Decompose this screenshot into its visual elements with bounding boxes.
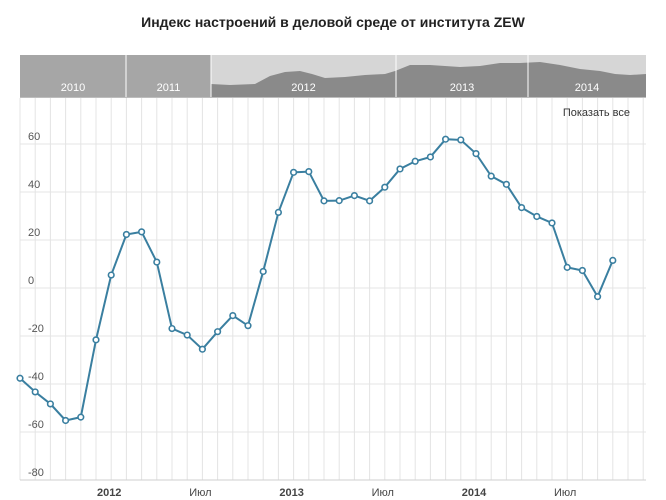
data-point[interactable] bbox=[31, 388, 39, 396]
data-point[interactable] bbox=[61, 416, 70, 425]
navigator[interactable]: 2010 2011 2012 2013 2014 bbox=[20, 55, 646, 98]
y-tick-label: -20 bbox=[28, 323, 44, 335]
data-point[interactable] bbox=[122, 230, 130, 239]
x-tick-label: 2012 bbox=[97, 487, 121, 499]
y-tick-label: 60 bbox=[28, 131, 40, 143]
data-point[interactable] bbox=[350, 192, 359, 200]
navigator-year-label[interactable]: 2012 bbox=[291, 82, 315, 94]
data-point[interactable] bbox=[502, 180, 511, 188]
data-point[interactable] bbox=[305, 168, 313, 176]
data-point[interactable] bbox=[411, 157, 419, 165]
data-point[interactable] bbox=[77, 413, 85, 421]
x-tick-label: 2014 bbox=[462, 487, 487, 499]
data-point[interactable] bbox=[593, 293, 602, 301]
data-point[interactable] bbox=[578, 266, 587, 275]
grid-lines bbox=[19, 98, 646, 481]
data-point[interactable] bbox=[183, 331, 191, 339]
show-all-button[interactable]: Показать все bbox=[563, 107, 630, 119]
data-point[interactable] bbox=[168, 324, 176, 333]
data-point[interactable] bbox=[533, 212, 541, 221]
navigator-year-label[interactable]: 2013 bbox=[450, 82, 474, 94]
x-tick-label: Июл bbox=[372, 487, 394, 499]
x-axis: 2012 Июл 2013 Июл 2014 Июл bbox=[97, 487, 576, 499]
data-point[interactable] bbox=[92, 336, 100, 344]
series-line bbox=[16, 135, 617, 425]
y-tick-label: -80 bbox=[28, 467, 44, 479]
navigator-year-label[interactable]: 2010 bbox=[61, 82, 85, 94]
data-point[interactable] bbox=[487, 172, 495, 180]
y-tick-label: -60 bbox=[28, 419, 44, 431]
data-point[interactable] bbox=[198, 345, 206, 353]
data-point[interactable] bbox=[214, 328, 222, 336]
data-point[interactable] bbox=[46, 400, 55, 408]
data-point[interactable] bbox=[335, 197, 343, 205]
navigator-year-label[interactable]: 2011 bbox=[157, 82, 181, 94]
x-tick-label: Июл bbox=[554, 487, 576, 499]
data-point[interactable] bbox=[229, 312, 237, 320]
data-point[interactable] bbox=[366, 197, 374, 205]
data-point[interactable] bbox=[290, 168, 298, 176]
data-point[interactable] bbox=[274, 208, 283, 216]
data-point[interactable] bbox=[442, 135, 450, 143]
data-point[interactable] bbox=[320, 197, 328, 205]
y-tick-label: 40 bbox=[28, 179, 40, 191]
x-tick-label: 2013 bbox=[279, 487, 303, 499]
navigator-area bbox=[211, 62, 646, 97]
data-point[interactable] bbox=[244, 322, 252, 330]
data-point[interactable] bbox=[517, 204, 526, 212]
y-tick-label: 20 bbox=[28, 227, 40, 239]
data-point[interactable] bbox=[396, 165, 404, 173]
data-point[interactable] bbox=[472, 150, 480, 158]
data-point[interactable] bbox=[381, 183, 389, 191]
data-point[interactable] bbox=[609, 256, 617, 265]
x-tick-label: Июл bbox=[189, 487, 211, 499]
data-point[interactable] bbox=[16, 374, 24, 382]
y-tick-label: -40 bbox=[28, 371, 44, 383]
data-point[interactable] bbox=[548, 219, 556, 227]
y-tick-label: 0 bbox=[28, 275, 34, 287]
y-axis: 60 40 20 0 -20 -40 -60 -80 bbox=[28, 131, 44, 479]
data-point[interactable] bbox=[107, 271, 115, 279]
navigator-unselected-range bbox=[20, 55, 211, 97]
data-point[interactable] bbox=[153, 258, 161, 266]
data-point[interactable] bbox=[426, 153, 435, 161]
chart-title: Индекс настроений в деловой среде от инс… bbox=[141, 14, 525, 30]
data-point[interactable] bbox=[563, 263, 571, 271]
series-path bbox=[19, 138, 614, 422]
data-point[interactable] bbox=[138, 228, 146, 236]
data-point[interactable] bbox=[259, 267, 267, 276]
navigator-year-label[interactable]: 2014 bbox=[575, 82, 599, 94]
data-point[interactable] bbox=[457, 136, 465, 144]
